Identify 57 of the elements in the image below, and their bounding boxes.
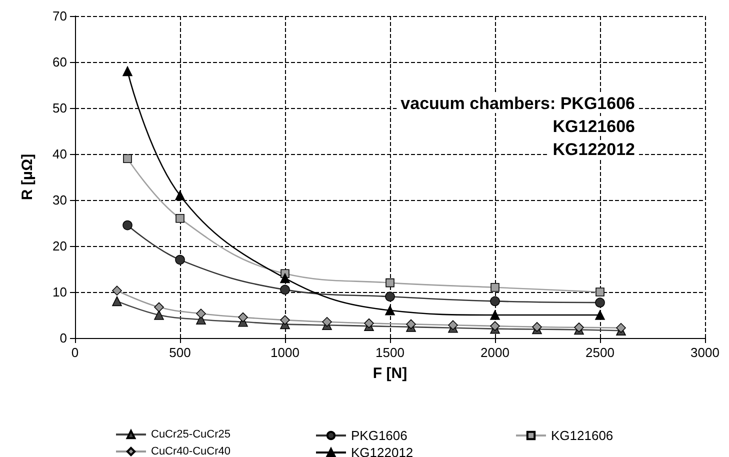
y-tick-label: 10 (52, 284, 67, 300)
point (112, 296, 122, 306)
y-tick-label: 0 (60, 330, 67, 346)
point (280, 315, 290, 325)
point (364, 318, 374, 328)
point (595, 310, 605, 320)
point (490, 283, 500, 292)
point (123, 154, 132, 163)
point (175, 190, 185, 200)
point (574, 322, 584, 332)
x-tick-label: 2000 (480, 345, 510, 360)
point (490, 310, 500, 320)
point (595, 298, 605, 308)
point (175, 254, 185, 265)
point (112, 286, 122, 296)
y-tick-label: 60 (52, 54, 67, 70)
legend-label: PKG1606 (351, 428, 408, 443)
point (122, 220, 132, 230)
y-tick-label: 20 (52, 238, 67, 254)
y-tick-label: 30 (52, 192, 67, 208)
point (238, 312, 248, 322)
point (490, 321, 500, 331)
legend-label: CuCr40-CuCr40 (151, 446, 230, 457)
legend-label: KG122012 (351, 445, 414, 457)
point (154, 310, 164, 320)
x-tick-label: 1500 (376, 345, 404, 360)
point (385, 292, 395, 302)
annotation: KG121606 (552, 117, 636, 136)
point (406, 319, 416, 330)
point (448, 320, 458, 330)
point (196, 308, 206, 319)
point (385, 306, 395, 316)
point (280, 273, 290, 284)
legend-label: KG121606 (551, 428, 614, 443)
legend-label: CuCr25-CuCr25 (151, 428, 230, 440)
point (596, 288, 604, 296)
point (616, 322, 626, 333)
y-axis-title: R [μΩ] (19, 154, 36, 200)
x-tick-label: 0 (71, 345, 79, 360)
y-tick-label: 50 (52, 100, 67, 116)
point (280, 284, 290, 295)
annotation: vacuum chambers: PKG1606 (400, 94, 636, 113)
x-tick-label: 3000 (690, 345, 720, 360)
point (386, 278, 394, 288)
point (322, 317, 332, 327)
x-tick-label: 500 (169, 345, 191, 360)
x-tick-label: 2500 (586, 345, 614, 360)
point (176, 214, 184, 223)
point (532, 322, 542, 332)
x-tick-label: 1000 (270, 345, 300, 360)
point (490, 296, 500, 306)
y-tick-label: 70 (52, 8, 67, 24)
point (154, 302, 164, 312)
x-axis-title: F [N] (372, 365, 408, 382)
point (122, 66, 132, 76)
y-tick-label: 40 (52, 146, 67, 162)
annotation: KG122012 (552, 140, 636, 159)
